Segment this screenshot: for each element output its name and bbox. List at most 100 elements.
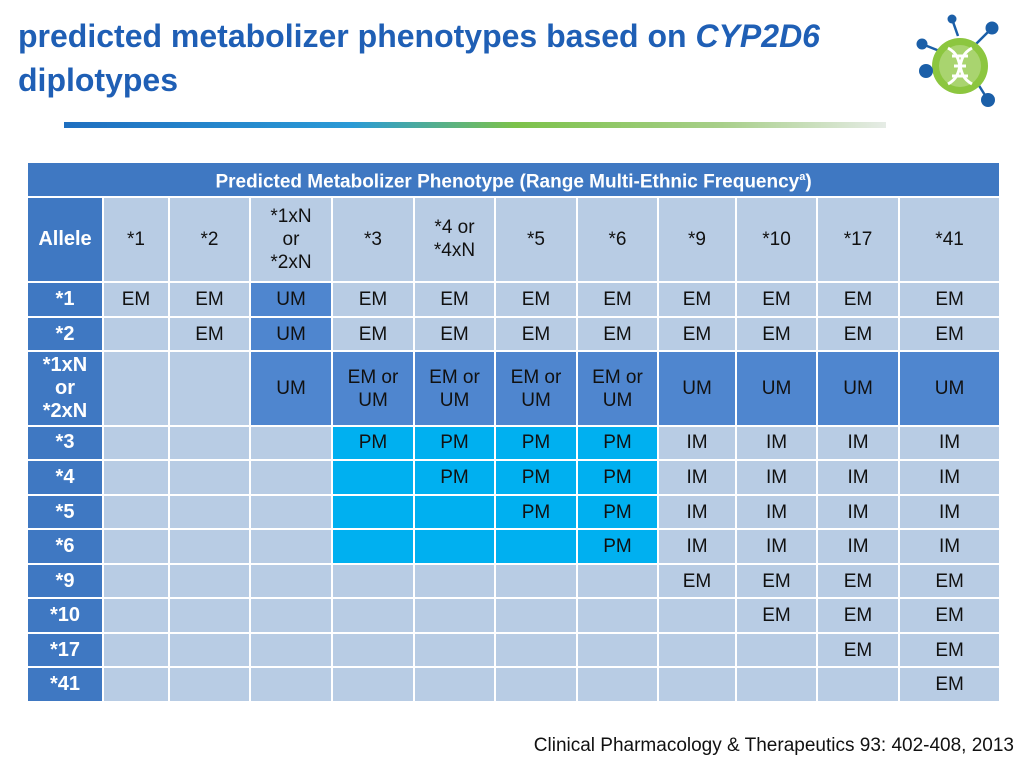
phenotype-cell: EM: [576, 315, 659, 353]
column-header-cell: *17: [816, 195, 900, 284]
phenotype-cell: [249, 528, 333, 565]
phenotype-cell: EM: [897, 631, 1002, 669]
column-header-cell: *41: [897, 195, 1002, 284]
cell-text: UM: [521, 389, 551, 411]
phenotype-cell: [576, 631, 659, 669]
phenotype-cell: [657, 631, 737, 669]
cell-text: EM: [440, 323, 469, 345]
cell-text: IM: [847, 432, 869, 454]
cell-text: EM: [935, 289, 964, 311]
table-title-row: Predicted Metabolizer Phenotype (Range M…: [25, 161, 1002, 198]
cell-text: EM: [762, 323, 791, 345]
phenotype-cell: EM or UM: [494, 350, 578, 427]
column-header-cell: *1: [102, 195, 170, 284]
cell-text: IM: [765, 432, 788, 454]
phenotype-cell: EM: [413, 281, 496, 318]
phenotype-cell: IM: [816, 424, 900, 462]
column-header-cell: *9: [657, 195, 737, 284]
phenotype-cell: [331, 528, 415, 565]
phenotype-cell: IM: [897, 459, 1002, 496]
phenotype-cell: PM: [413, 459, 496, 496]
cell-text: PM: [603, 467, 632, 488]
phenotype-cell: [735, 631, 818, 669]
phenotype-cell: [331, 666, 415, 703]
phenotype-cell: EM or UM: [331, 350, 415, 427]
phenotype-cell: IM: [897, 493, 1002, 531]
cell-text: UM: [761, 378, 792, 400]
phenotype-cell: EM: [657, 281, 737, 318]
phenotype-cell: IM: [735, 493, 818, 531]
cell-text: *17: [843, 228, 873, 250]
phenotype-cell: IM: [816, 493, 900, 531]
cell-text: EM: [121, 289, 151, 311]
cell-text: EM: [843, 570, 873, 592]
cell-text: EM or: [347, 366, 399, 388]
table-title-suffix: ): [805, 170, 812, 192]
phenotype-cell: PM: [494, 493, 578, 531]
phenotype-cell: [494, 597, 578, 634]
cell-text: UM: [439, 389, 470, 411]
cell-text: *6: [55, 535, 75, 558]
cell-text: PM: [440, 467, 469, 488]
phenotype-cell: EM or UM: [576, 350, 659, 427]
cell-text: EM: [358, 323, 388, 345]
phenotype-cell: EM: [576, 281, 659, 318]
phenotype-cell: EM: [816, 631, 900, 669]
cell-text: IM: [686, 501, 708, 523]
column-header-cell: *6: [576, 195, 659, 284]
cell-text: EM: [762, 289, 791, 311]
phenotype-cell: [102, 350, 170, 427]
phenotype-cell: EM: [735, 597, 818, 634]
phenotype-cell: UM: [249, 281, 333, 318]
phenotype-cell: EM: [816, 562, 900, 600]
phenotype-cell: [816, 666, 900, 703]
phenotype-cell: [249, 424, 333, 462]
cell-text: EM: [843, 323, 873, 345]
cell-text: IM: [939, 432, 961, 454]
phenotype-cell: [102, 528, 170, 565]
phenotype-cell: EM: [735, 562, 818, 600]
row-allele-label: *17: [26, 631, 104, 669]
phenotype-cell: IM: [735, 459, 818, 496]
title-line2: diplotypes: [18, 62, 179, 98]
column-header-cell: *1xN or *2xN: [249, 195, 333, 284]
cell-text: IM: [939, 536, 961, 558]
phenotype-cell: EM: [168, 315, 251, 353]
phenotype-cell: IM: [897, 528, 1002, 565]
cell-text: PM: [440, 432, 469, 454]
cell-text: EM or: [429, 366, 480, 388]
table-row: *1 EM EM UM EM EM EM EM EM EM EM EM: [26, 281, 1002, 318]
table-row: *6 PM IM IM IM IM: [26, 528, 1002, 565]
phenotype-cell: [168, 528, 251, 565]
phenotype-cell: EM: [897, 281, 1002, 318]
title-gene-name: CYP2D6: [695, 18, 820, 54]
cell-text: IM: [847, 467, 869, 488]
table-row: *5 PM PM IM IM IM IM: [26, 493, 1002, 531]
phenotype-cell: EM: [331, 281, 415, 318]
phenotype-cell: [249, 562, 333, 600]
phenotype-cell: UM: [249, 315, 333, 353]
column-header-cell: *5: [494, 195, 578, 284]
citation: Clinical Pharmacology & Therapeutics 93:…: [533, 735, 1014, 756]
phenotype-cell: [102, 424, 170, 462]
column-header-cell: *3: [331, 195, 415, 284]
cell-text: IM: [847, 501, 869, 523]
cell-text: *9: [688, 228, 706, 250]
phenotype-cell: [102, 315, 170, 353]
cell-text: EM: [935, 639, 964, 661]
cell-text: PM: [358, 432, 388, 454]
table-row: *9 EM EM EM EM: [26, 562, 1002, 600]
phenotype-cell: [735, 666, 818, 703]
cell-text: EM: [935, 323, 964, 345]
table-title-cell: Predicted Metabolizer Phenotype (Range M…: [25, 161, 1002, 198]
cell-text: *1xN: [42, 354, 88, 377]
phenotype-cell: IM: [657, 459, 737, 496]
cell-text: *3: [364, 228, 382, 250]
cell-text: or: [55, 377, 75, 400]
phenotype-cell: [168, 493, 251, 531]
cell-text: *2xN: [42, 400, 88, 423]
cell-text: *4: [55, 466, 75, 488]
cell-text: IM: [765, 536, 788, 558]
cell-text: EM: [843, 605, 873, 627]
phenotype-cell: [249, 459, 333, 496]
